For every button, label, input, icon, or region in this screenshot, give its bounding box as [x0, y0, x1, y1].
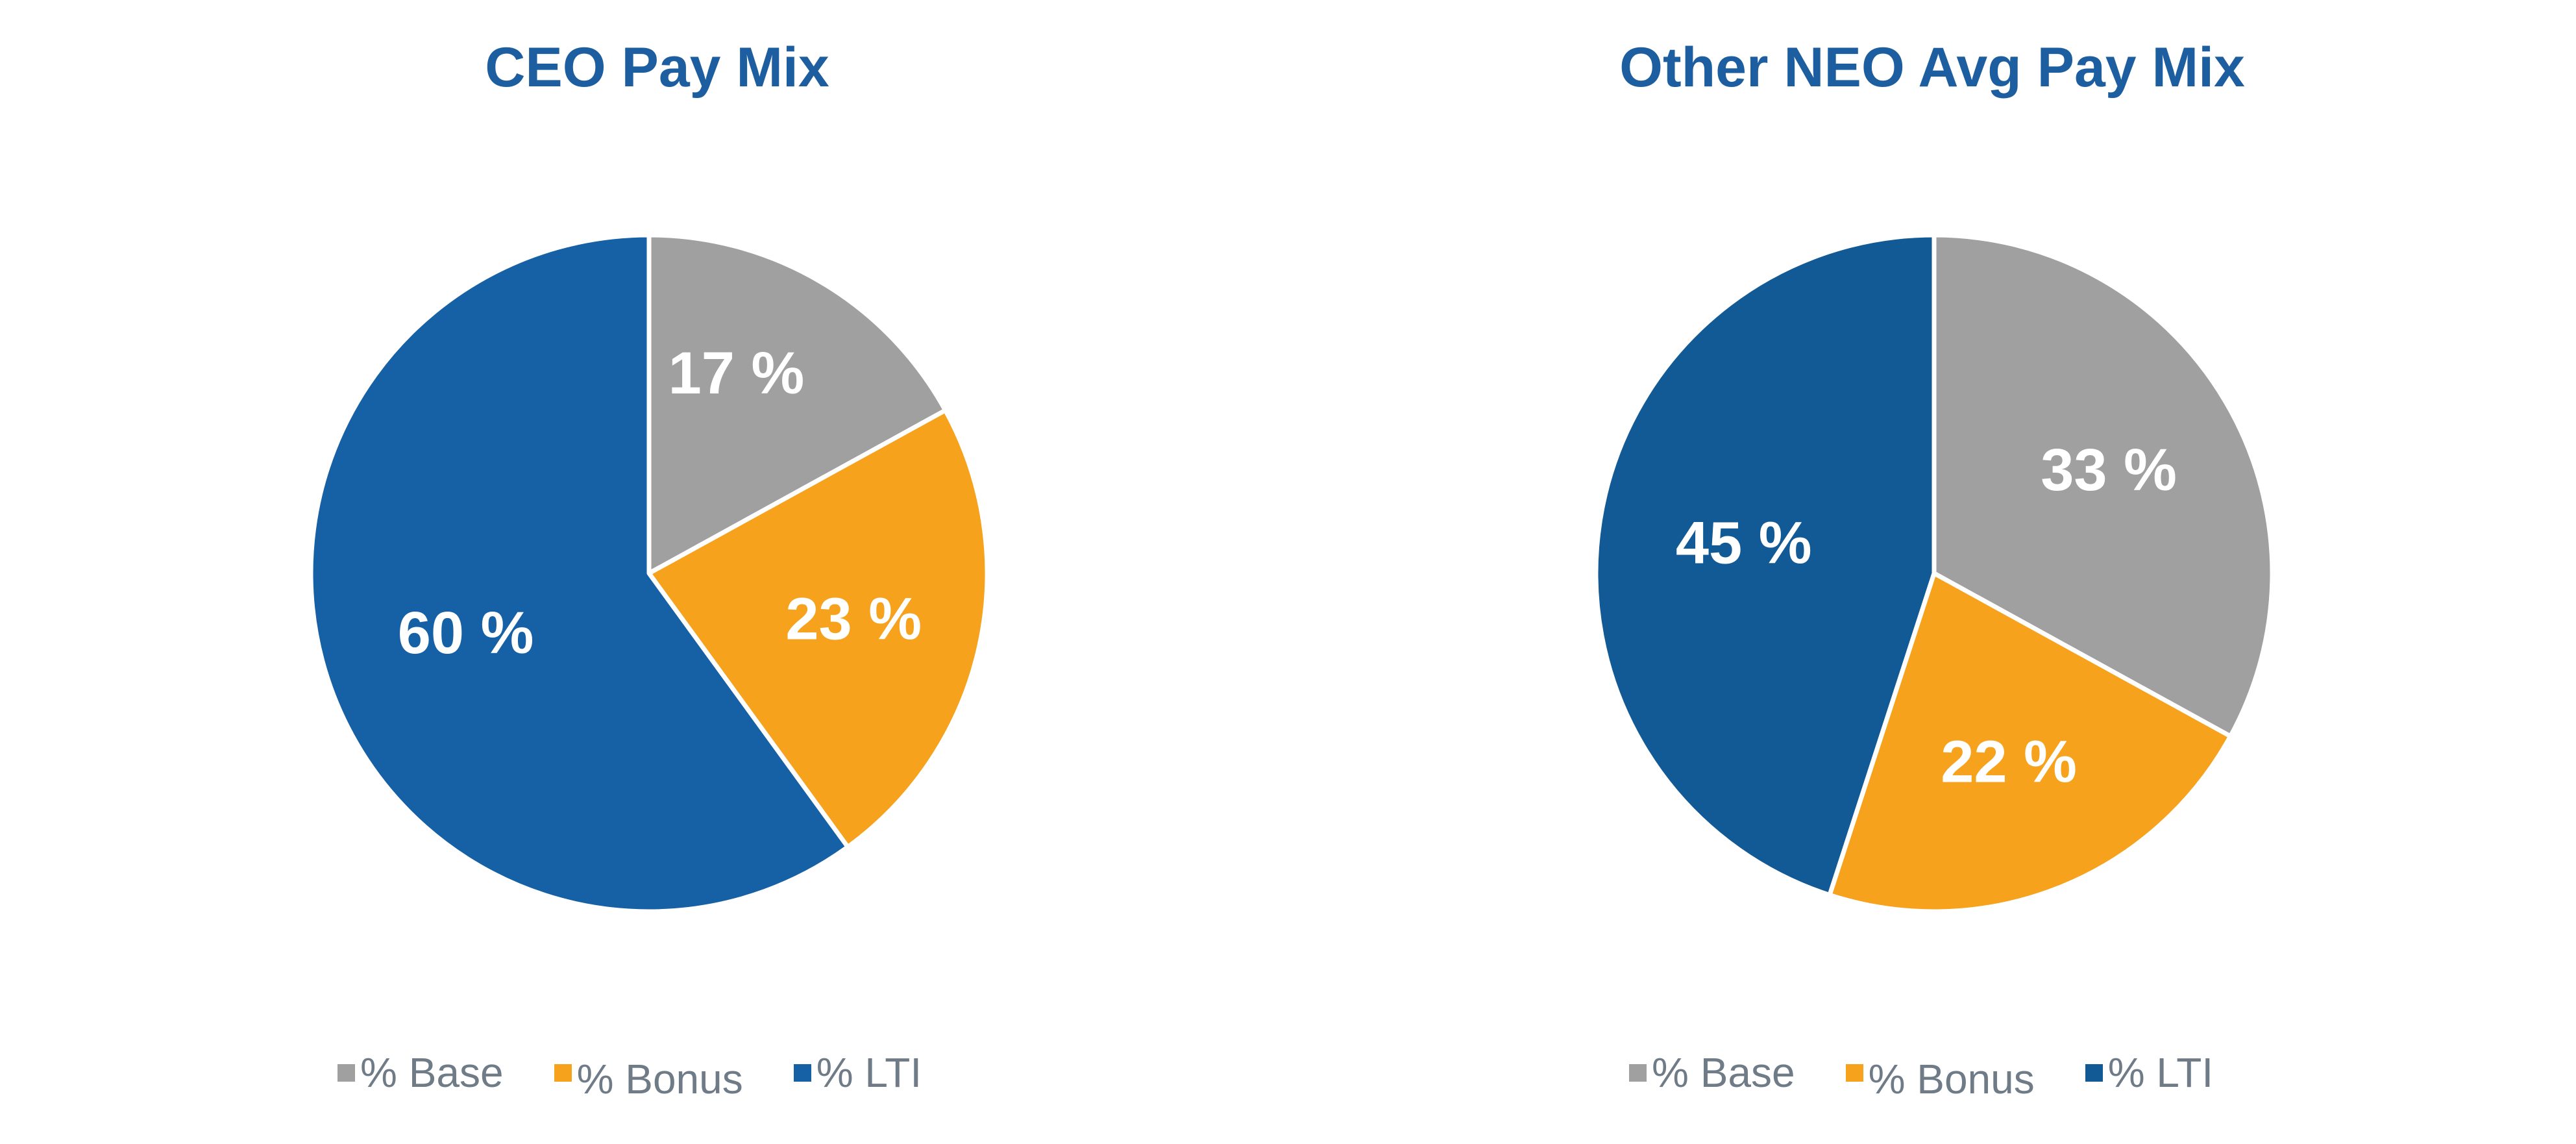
pie-slice-bonus: [1827, 571, 2233, 914]
legend-item-bonus: % Bonus: [554, 1049, 743, 1102]
data-label-lti: 60 %: [398, 600, 534, 666]
legend-label-lti: % LTI: [2107, 1049, 2214, 1096]
ceo-pie-chart: 17 % 23 % 60 %: [308, 232, 990, 914]
data-label-bonus: 22 %: [1941, 729, 2077, 795]
data-label-lti: 45 %: [1676, 510, 1812, 577]
legend-label-lti: % LTI: [816, 1049, 922, 1096]
legend-swatch-lti: [2085, 1063, 2103, 1082]
chart-legend: % Base % Bonus % LTI: [337, 1049, 922, 1102]
legend-swatch-bonus: [554, 1063, 572, 1082]
legend-label-base: % Base: [360, 1049, 504, 1096]
legend-swatch-base: [337, 1063, 355, 1082]
legend-item-base: % Base: [337, 1049, 504, 1097]
legend-label-base: % Base: [1652, 1049, 1795, 1096]
data-label-bonus: 23 %: [785, 586, 922, 652]
legend-label-bonus: % Bonus: [1868, 1056, 2035, 1102]
legend-swatch-base: [1629, 1063, 1647, 1082]
legend-item-bonus: % Bonus: [1845, 1049, 2035, 1102]
legend-swatch-lti: [793, 1063, 811, 1082]
pie-slice-base: [1932, 232, 2275, 739]
legend-label-bonus: % Bonus: [576, 1056, 743, 1102]
data-label-base: 33 %: [2041, 437, 2177, 503]
neo-pie-chart: 33 % 22 % 45 %: [1593, 232, 2275, 914]
legend-swatch-bonus: [1845, 1063, 1863, 1082]
pie-slice-bonus: [646, 408, 990, 849]
data-label-base: 17 %: [669, 340, 805, 406]
legend-item-lti: % LTI: [793, 1049, 922, 1097]
chart-title: Other NEO Avg Pay Mix: [1619, 36, 2245, 99]
chart-legend: % Base % Bonus % LTI: [1629, 1049, 2213, 1102]
pie-slice-base: [646, 232, 948, 576]
pie-slice-lti: [308, 232, 850, 914]
pie-slice-lti: [1593, 232, 1937, 897]
neo-pay-mix-chart: Other NEO Avg Pay Mix 33 % 22 % 45 % % Bas…: [1288, 0, 2576, 1144]
chart-title: CEO Pay Mix: [485, 36, 829, 99]
legend-item-lti: % LTI: [2085, 1049, 2213, 1097]
ceo-pay-mix-chart: CEO Pay Mix 17 % 23 % 60 % % Base % Bonus …: [308, 36, 990, 1102]
legend-item-base: % Base: [1629, 1049, 1795, 1097]
